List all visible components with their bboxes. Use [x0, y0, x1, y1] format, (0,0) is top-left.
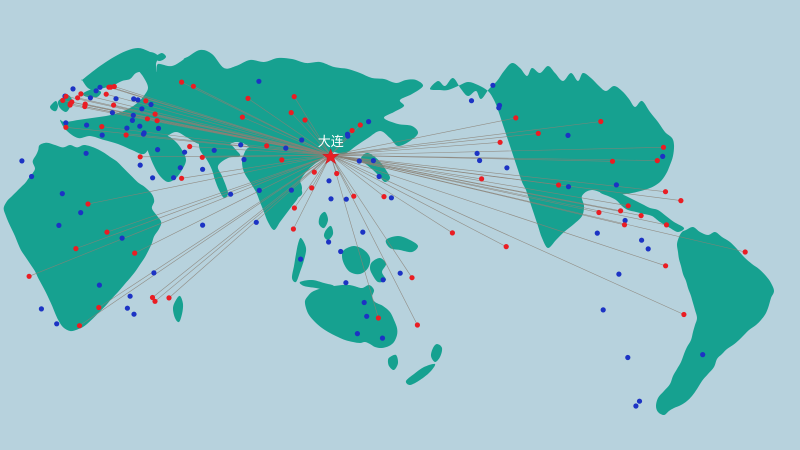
- svg-text:大连: 大连: [318, 134, 344, 149]
